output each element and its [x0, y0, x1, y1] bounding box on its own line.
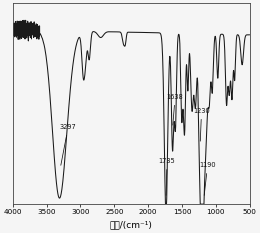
Text: 1735: 1735 — [159, 158, 176, 195]
Text: 1190: 1190 — [199, 162, 216, 195]
Text: 3297: 3297 — [60, 124, 77, 165]
Text: 1638: 1638 — [167, 94, 184, 125]
Text: 1230: 1230 — [193, 108, 210, 141]
X-axis label: 波数/(cm⁻¹): 波数/(cm⁻¹) — [110, 220, 153, 230]
